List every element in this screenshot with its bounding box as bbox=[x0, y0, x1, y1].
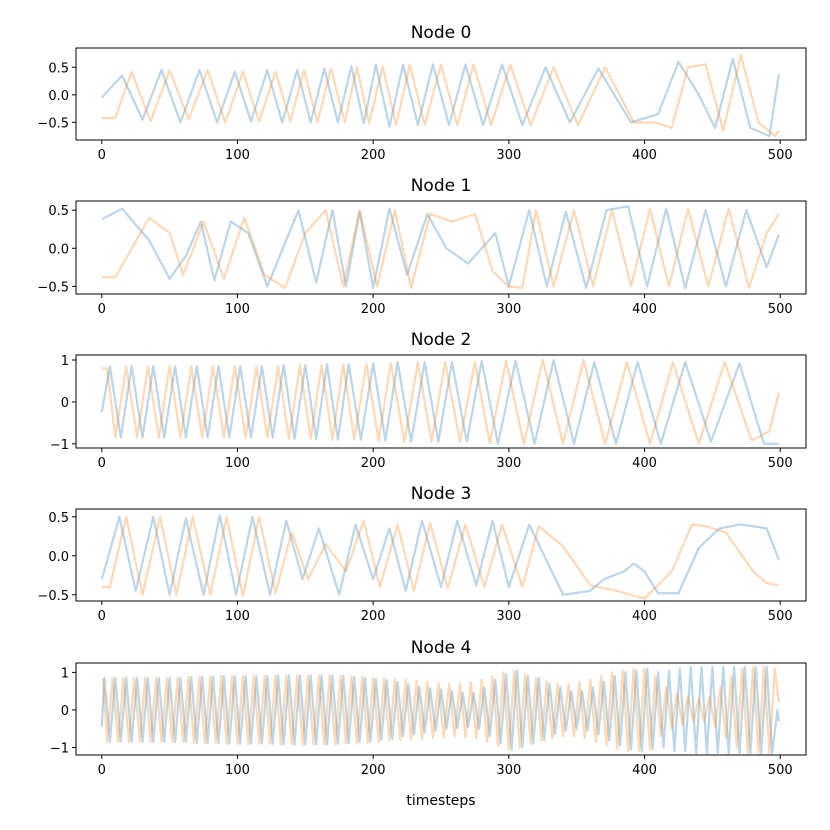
y-tick-label: 0 bbox=[61, 704, 69, 719]
x-axis-label: timesteps bbox=[406, 793, 475, 809]
plot-frame bbox=[75, 200, 807, 295]
subplot-title: Node 0 bbox=[411, 23, 472, 43]
series-line-orange bbox=[101, 515, 780, 600]
x-tick-label: 100 bbox=[225, 456, 250, 471]
y-tick-label: 0.5 bbox=[48, 61, 69, 76]
series-line-orange bbox=[101, 358, 780, 445]
x-tick-label: 0 bbox=[98, 456, 106, 471]
x-tick-label: 0 bbox=[98, 148, 106, 163]
x-tick-label: 300 bbox=[496, 148, 521, 163]
x-tick-label: 0 bbox=[98, 302, 106, 317]
y-tick-label: −0.5 bbox=[37, 116, 69, 131]
subplot-title: Node 2 bbox=[411, 330, 472, 350]
subplot-node-2: Node 2 0 100 200 300 400 500 −1 0 1 bbox=[50, 330, 807, 471]
y-tick-label: 0.0 bbox=[48, 550, 69, 565]
x-tick-label: 400 bbox=[632, 456, 657, 471]
series-line-orange bbox=[101, 207, 780, 289]
x-tick-label: 500 bbox=[768, 456, 793, 471]
y-tick-label: 0.5 bbox=[48, 511, 69, 526]
y-tick-label: 1 bbox=[61, 354, 69, 369]
y-tick-label: 0.0 bbox=[48, 89, 69, 104]
x-tick-label: 500 bbox=[768, 763, 793, 778]
series-line-blue bbox=[100, 514, 780, 596]
subplot-title: Node 1 bbox=[411, 176, 472, 196]
y-tick-label: 0.5 bbox=[48, 204, 69, 219]
plot-frame bbox=[75, 508, 807, 602]
x-tick-label: 100 bbox=[225, 763, 250, 778]
x-tick-label: 200 bbox=[361, 148, 386, 163]
x-tick-label: 100 bbox=[225, 148, 250, 163]
x-tick-label: 300 bbox=[496, 456, 521, 471]
subplot-title: Node 3 bbox=[411, 484, 472, 504]
y-tick-label: −1 bbox=[50, 741, 69, 756]
x-tick-label: 400 bbox=[632, 148, 657, 163]
y-tick-label: 0 bbox=[61, 396, 69, 411]
x-tick-label: 400 bbox=[632, 302, 657, 317]
series-line-blue bbox=[100, 57, 780, 138]
subplot-node-0: Node 0 0 100 200 300 400 500 −0.5 0.0 0.5 bbox=[37, 23, 807, 163]
subplot-node-4: Node 4 0 100 200 300 400 500 −1 0 1 bbox=[50, 638, 807, 778]
y-tick-label: −0.5 bbox=[37, 280, 69, 295]
y-tick-label: 0.0 bbox=[48, 242, 69, 257]
series-line-blue bbox=[101, 205, 780, 289]
x-tick-label: 200 bbox=[361, 456, 386, 471]
series-line-blue bbox=[100, 358, 779, 445]
x-tick-label: 200 bbox=[361, 609, 386, 624]
y-tick-label: −1 bbox=[50, 438, 69, 453]
x-tick-label: 500 bbox=[768, 302, 793, 317]
y-tick-label: −0.5 bbox=[37, 589, 69, 604]
x-tick-label: 300 bbox=[496, 609, 521, 624]
x-tick-label: 400 bbox=[632, 609, 657, 624]
x-tick-label: 200 bbox=[361, 763, 386, 778]
plot-frame bbox=[75, 47, 807, 141]
x-tick-label: 200 bbox=[361, 302, 386, 317]
series-line-blue bbox=[100, 665, 780, 755]
x-tick-label: 300 bbox=[496, 763, 521, 778]
x-tick-label: 300 bbox=[496, 302, 521, 317]
x-tick-label: 400 bbox=[632, 763, 657, 778]
x-tick-label: 0 bbox=[98, 609, 106, 624]
x-tick-label: 500 bbox=[768, 148, 793, 163]
plot-frame bbox=[75, 662, 807, 756]
series-line-orange bbox=[101, 54, 780, 138]
y-tick-label: 1 bbox=[61, 666, 69, 681]
series-line-orange bbox=[101, 665, 780, 755]
subplot-node-3: Node 3 0 100 200 300 400 500 −0.5 0.0 0.5 bbox=[37, 484, 807, 624]
subplot-node-1: Node 1 0 100 200 300 400 500 −0.5 0.0 0.5 bbox=[37, 176, 807, 317]
x-tick-label: 500 bbox=[768, 609, 793, 624]
x-tick-label: 100 bbox=[225, 302, 250, 317]
x-tick-label: 0 bbox=[98, 763, 106, 778]
subplot-title: Node 4 bbox=[411, 638, 472, 658]
x-tick-label: 100 bbox=[225, 609, 250, 624]
